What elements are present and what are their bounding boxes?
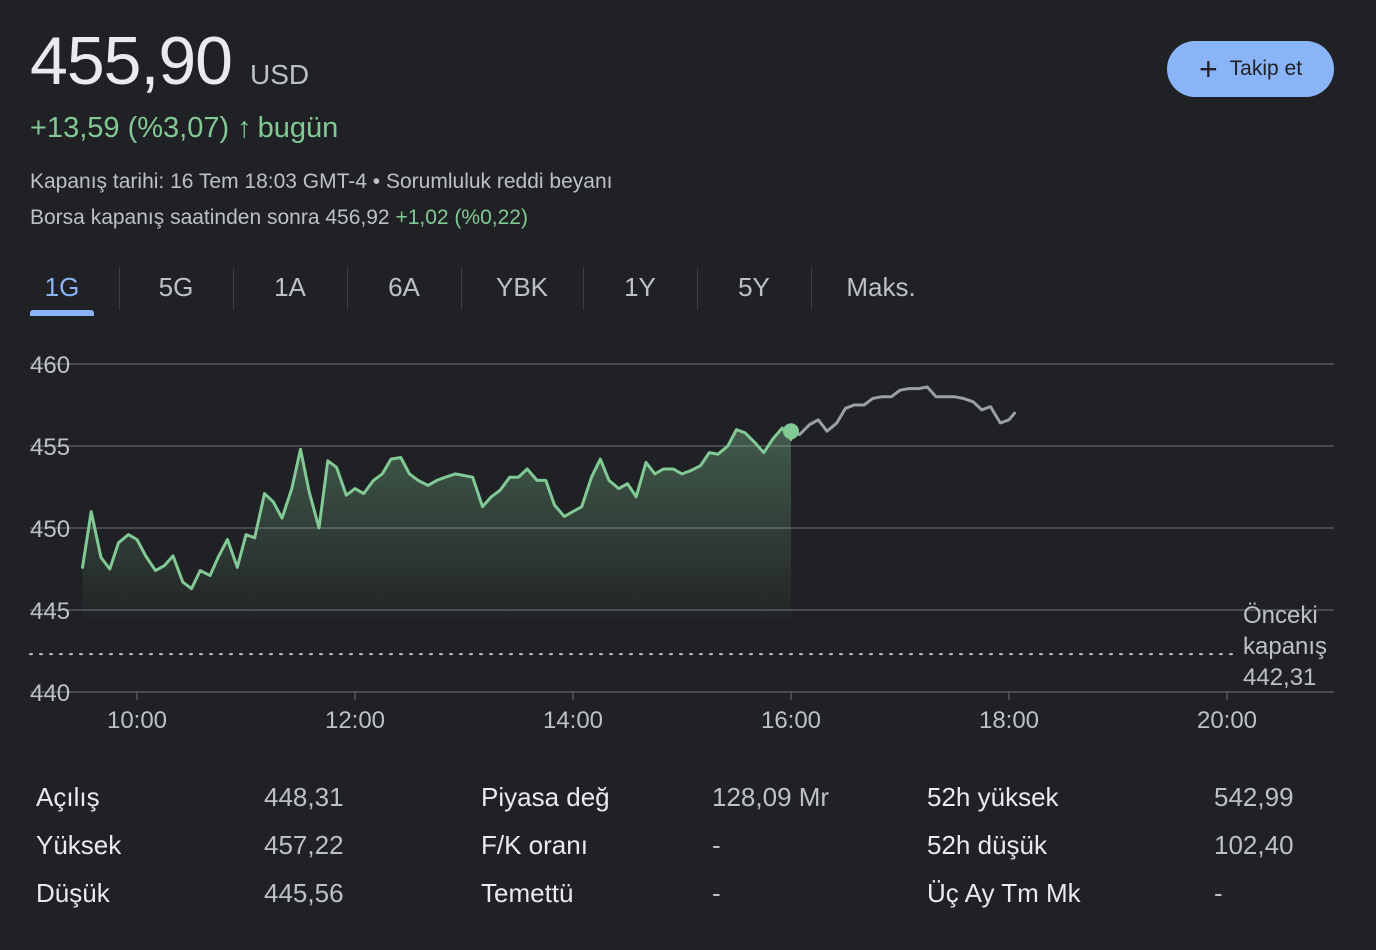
tab-1y[interactable]: 1Y xyxy=(624,271,656,302)
stat-value-quarterly: - xyxy=(1214,878,1223,908)
tab-separator xyxy=(697,268,698,310)
stat-value-dividend: - xyxy=(712,878,721,908)
tab-maks[interactable]: Maks. xyxy=(846,271,916,302)
meta-separator: • xyxy=(366,170,386,193)
plus-icon: + xyxy=(1198,51,1218,87)
tab-separator xyxy=(461,268,462,310)
tab-separator xyxy=(583,268,584,310)
stat-label-pe-ratio: F/K oranı xyxy=(481,830,588,860)
stat-value-52w-high: 542,99 xyxy=(1214,782,1294,812)
active-tab-indicator xyxy=(30,310,94,316)
previous-close-label: Önceki xyxy=(1243,602,1318,629)
tab-1a[interactable]: 1A xyxy=(274,271,306,302)
arrow-up-icon: ↑ xyxy=(237,112,252,144)
price-chart[interactable]: 460 455 450 445 440 10:00 12:00 14:00 16:00 18:00… xyxy=(0,330,1376,740)
after-hours-change: +1,02 (%0,22) xyxy=(395,206,528,229)
stat-value-pe-ratio: - xyxy=(712,830,721,860)
area-layer xyxy=(82,428,791,619)
stat-value-low: 445,56 xyxy=(264,878,344,908)
stat-value-high: 457,22 xyxy=(264,830,344,860)
tab-6a[interactable]: 6A xyxy=(388,271,420,302)
price-header: 455,90 USD xyxy=(30,22,309,100)
y-tick-label: 450 xyxy=(30,516,70,543)
stat-value-market-cap: 128,09 Mr xyxy=(712,782,830,812)
after-hours-info: Borsa kapanış saatinden sonra 456,92 +1,… xyxy=(30,206,528,230)
follow-label: Takip et xyxy=(1229,57,1303,80)
y-tick-label: 440 xyxy=(30,680,70,707)
close-date: Kapanış tarihi: 16 Tem 18:03 GMT-4 xyxy=(30,170,367,193)
x-tick-label: 16:00 xyxy=(761,707,821,734)
y-tick-label: 455 xyxy=(30,434,70,461)
x-tick-label: 14:00 xyxy=(543,707,603,734)
currency: USD xyxy=(249,59,310,90)
x-tick-label: 10:00 xyxy=(107,707,167,734)
stat-label-52w-high: 52h yüksek xyxy=(927,782,1059,812)
change-period: bugün xyxy=(257,112,339,144)
daily-change: +13,59 (%3,07) ↑ bugün xyxy=(30,112,338,145)
close-info: Kapanış tarihi: 16 Tem 18:03 GMT-4 • Sor… xyxy=(30,170,612,194)
tab-separator xyxy=(347,268,348,310)
y-tick-label: 445 xyxy=(30,598,70,625)
x-tick-label: 12:00 xyxy=(325,707,385,734)
stat-label-low: Düşük xyxy=(36,878,110,908)
current-price: 455,90 xyxy=(30,23,233,99)
stat-label-quarterly: Üç Ay Tm Mk xyxy=(927,878,1081,908)
previous-close-label: kapanış xyxy=(1243,633,1327,660)
label-layer: 460 455 450 445 440 10:00 12:00 14:00 16:00 18:00… xyxy=(30,352,1327,734)
stat-label-open: Açılış xyxy=(36,782,100,812)
tab-5y[interactable]: 5Y xyxy=(738,271,770,302)
range-tabs: 1G 5G 1A 6A YBK 1Y 5Y Maks. xyxy=(0,262,1376,318)
line-layer xyxy=(81,385,1016,591)
tab-separator xyxy=(233,268,234,310)
tab-1g[interactable]: 1G xyxy=(44,271,80,302)
series-line-regular xyxy=(81,426,793,591)
stat-label-52w-low: 52h düşük xyxy=(927,830,1047,860)
stat-label-high: Yüksek xyxy=(36,830,122,860)
current-price-marker xyxy=(783,423,799,440)
stat-label-dividend: Temettü xyxy=(481,878,574,908)
y-tick-label: 460 xyxy=(30,352,70,379)
disclaimer-link[interactable]: Sorumluluk reddi beyanı xyxy=(386,170,613,193)
tab-ybk[interactable]: YBK xyxy=(495,271,549,302)
stat-value-open: 448,31 xyxy=(264,782,344,812)
x-tick-label: 20:00 xyxy=(1197,707,1257,734)
tab-separator xyxy=(811,268,812,310)
tab-5g[interactable]: 5G xyxy=(158,271,194,302)
tab-separator xyxy=(119,268,120,310)
previous-close-label: 442,31 xyxy=(1243,664,1316,691)
stat-value-52w-low: 102,40 xyxy=(1214,830,1294,860)
series-area xyxy=(82,428,791,619)
change-value: +13,59 (%3,07) xyxy=(30,112,230,144)
x-tick-label: 18:00 xyxy=(979,707,1039,734)
stat-label-market-cap: Piyasa değ xyxy=(481,782,610,812)
follow-button[interactable]: + Takip et xyxy=(1167,41,1334,97)
series-line-after-hours xyxy=(789,385,1016,436)
after-hours-price: Borsa kapanış saatinden sonra 456,92 xyxy=(30,206,390,229)
